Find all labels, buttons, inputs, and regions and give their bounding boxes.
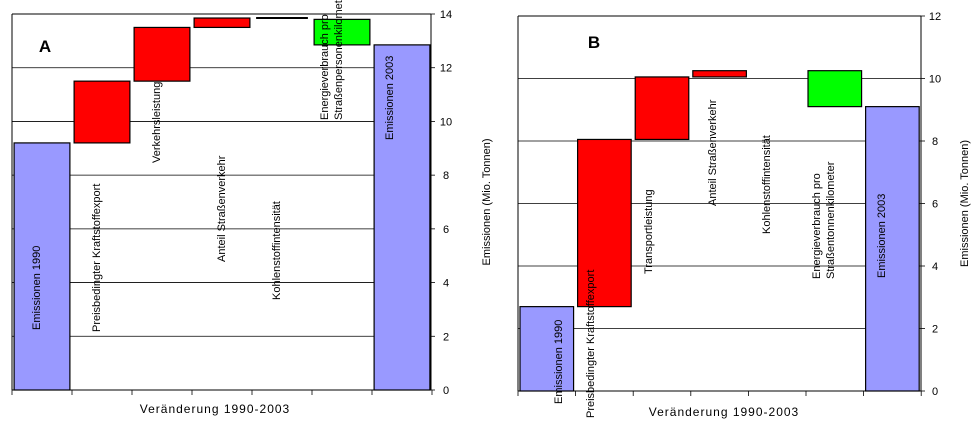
y-axis-title: Emissionen (Mio. Tonnen) [959, 140, 971, 267]
category-label: Emissionen 1990 [553, 320, 565, 404]
category-label: Preisbedingter Kraftstoffexport [585, 270, 597, 418]
total-bar [865, 106, 920, 392]
y-tick-label: 12 [929, 11, 941, 23]
y-tick-label: 12 [440, 63, 452, 75]
increase-bar [73, 80, 131, 144]
x-axis-title: Veränderung 1990-2003 [140, 402, 290, 416]
category-label: Emissionen 1990 [31, 246, 43, 330]
y-tick-label: 8 [932, 136, 938, 148]
category-label: Preisbedingter Kraftstoffexport [91, 184, 103, 332]
panel-label: B [588, 33, 600, 52]
panel-label: A [39, 37, 51, 56]
increase-bar [193, 17, 251, 29]
y-tick-label: 10 [440, 116, 452, 128]
category-label: Emissionen 2003 [384, 56, 396, 140]
y-tick-label: 2 [932, 324, 938, 336]
y-tick-label: 6 [443, 224, 449, 236]
category-label: Anteil Straßenverkehr [707, 99, 719, 206]
y-tick-label: 0 [932, 386, 938, 398]
y-axis-title: Emissionen (Mio. Tonnen) [481, 139, 493, 266]
increase-bar [692, 70, 747, 78]
total-bar [519, 306, 575, 392]
category-label: Emissionen 2003 [876, 194, 888, 278]
decrease-bar [807, 70, 863, 108]
y-tick-label: 8 [443, 170, 449, 182]
y-tick-label: 10 [929, 74, 941, 86]
category-label: Transportleistung [643, 189, 655, 274]
x-axis-title: Veränderung 1990-2003 [649, 405, 799, 419]
y-tick-label: 6 [932, 199, 938, 211]
category-label: Kohlenstoffintensität [271, 201, 283, 300]
increase-bar [133, 26, 191, 82]
y-tick-label: 4 [932, 261, 938, 273]
y-tick-label: 0 [443, 385, 449, 397]
category-label: Energieverbrauch pro Straßenpersonenkilom… [319, 0, 345, 120]
increase-bar [634, 76, 690, 141]
total-bar [13, 142, 71, 391]
y-tick-label: 4 [443, 278, 449, 290]
decrease-bar [313, 18, 371, 46]
increase-bar [577, 138, 632, 308]
category-label: Verkehrsleistung [151, 82, 163, 163]
category-label: Energieverbrauch pro Straßentonnenkilomet… [811, 161, 837, 279]
y-tick-label: 14 [440, 9, 452, 21]
y-tick-label: 2 [443, 331, 449, 343]
total-bar [373, 44, 431, 391]
category-label: Kohlenstoffintensität [761, 135, 773, 234]
category-label: Anteil Straßenverkehr [216, 155, 228, 262]
